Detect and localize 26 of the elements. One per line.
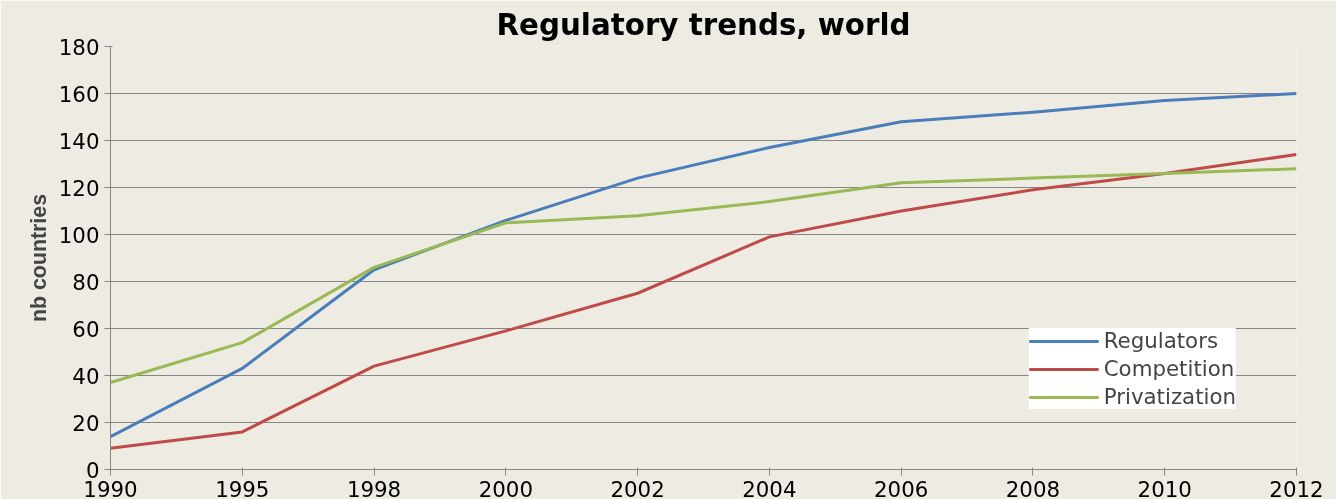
x-tick-label: 2004 [742, 476, 797, 499]
x-tick-label: 2006 [874, 476, 929, 499]
y-tick-label: 120 [58, 175, 100, 201]
legend-label: Privatization [1103, 384, 1236, 409]
x-tick-label: 2000 [478, 476, 533, 499]
x-tick-label: 2010 [1137, 476, 1192, 499]
y-tick-label: 40 [72, 363, 100, 389]
x-tick-label: 2012 [1269, 476, 1324, 499]
line-series [110, 92, 1297, 439]
line-series [110, 153, 1297, 450]
y-tick-label: 60 [72, 316, 100, 342]
y-axis-title: nb countries [26, 194, 51, 322]
y-tick-label: 140 [58, 128, 100, 154]
y-tick-label: 20 [72, 410, 100, 436]
y-tick-label: 100 [58, 222, 100, 248]
legend-label: Competition [1103, 356, 1235, 381]
x-tick-label: 1995 [215, 476, 270, 499]
y-tick-label: 160 [58, 81, 100, 107]
y-tick-label: 80 [72, 269, 100, 295]
x-tick-label: 2002 [610, 476, 665, 499]
x-tick-label: 2008 [1005, 476, 1061, 499]
x-tick-label: 1998 [346, 476, 402, 499]
line-series [110, 167, 1297, 385]
legend-label: Regulators [1103, 328, 1219, 353]
y-tick-label: 180 [58, 34, 100, 60]
chart-title: Regulatory trends, world [496, 7, 911, 42]
